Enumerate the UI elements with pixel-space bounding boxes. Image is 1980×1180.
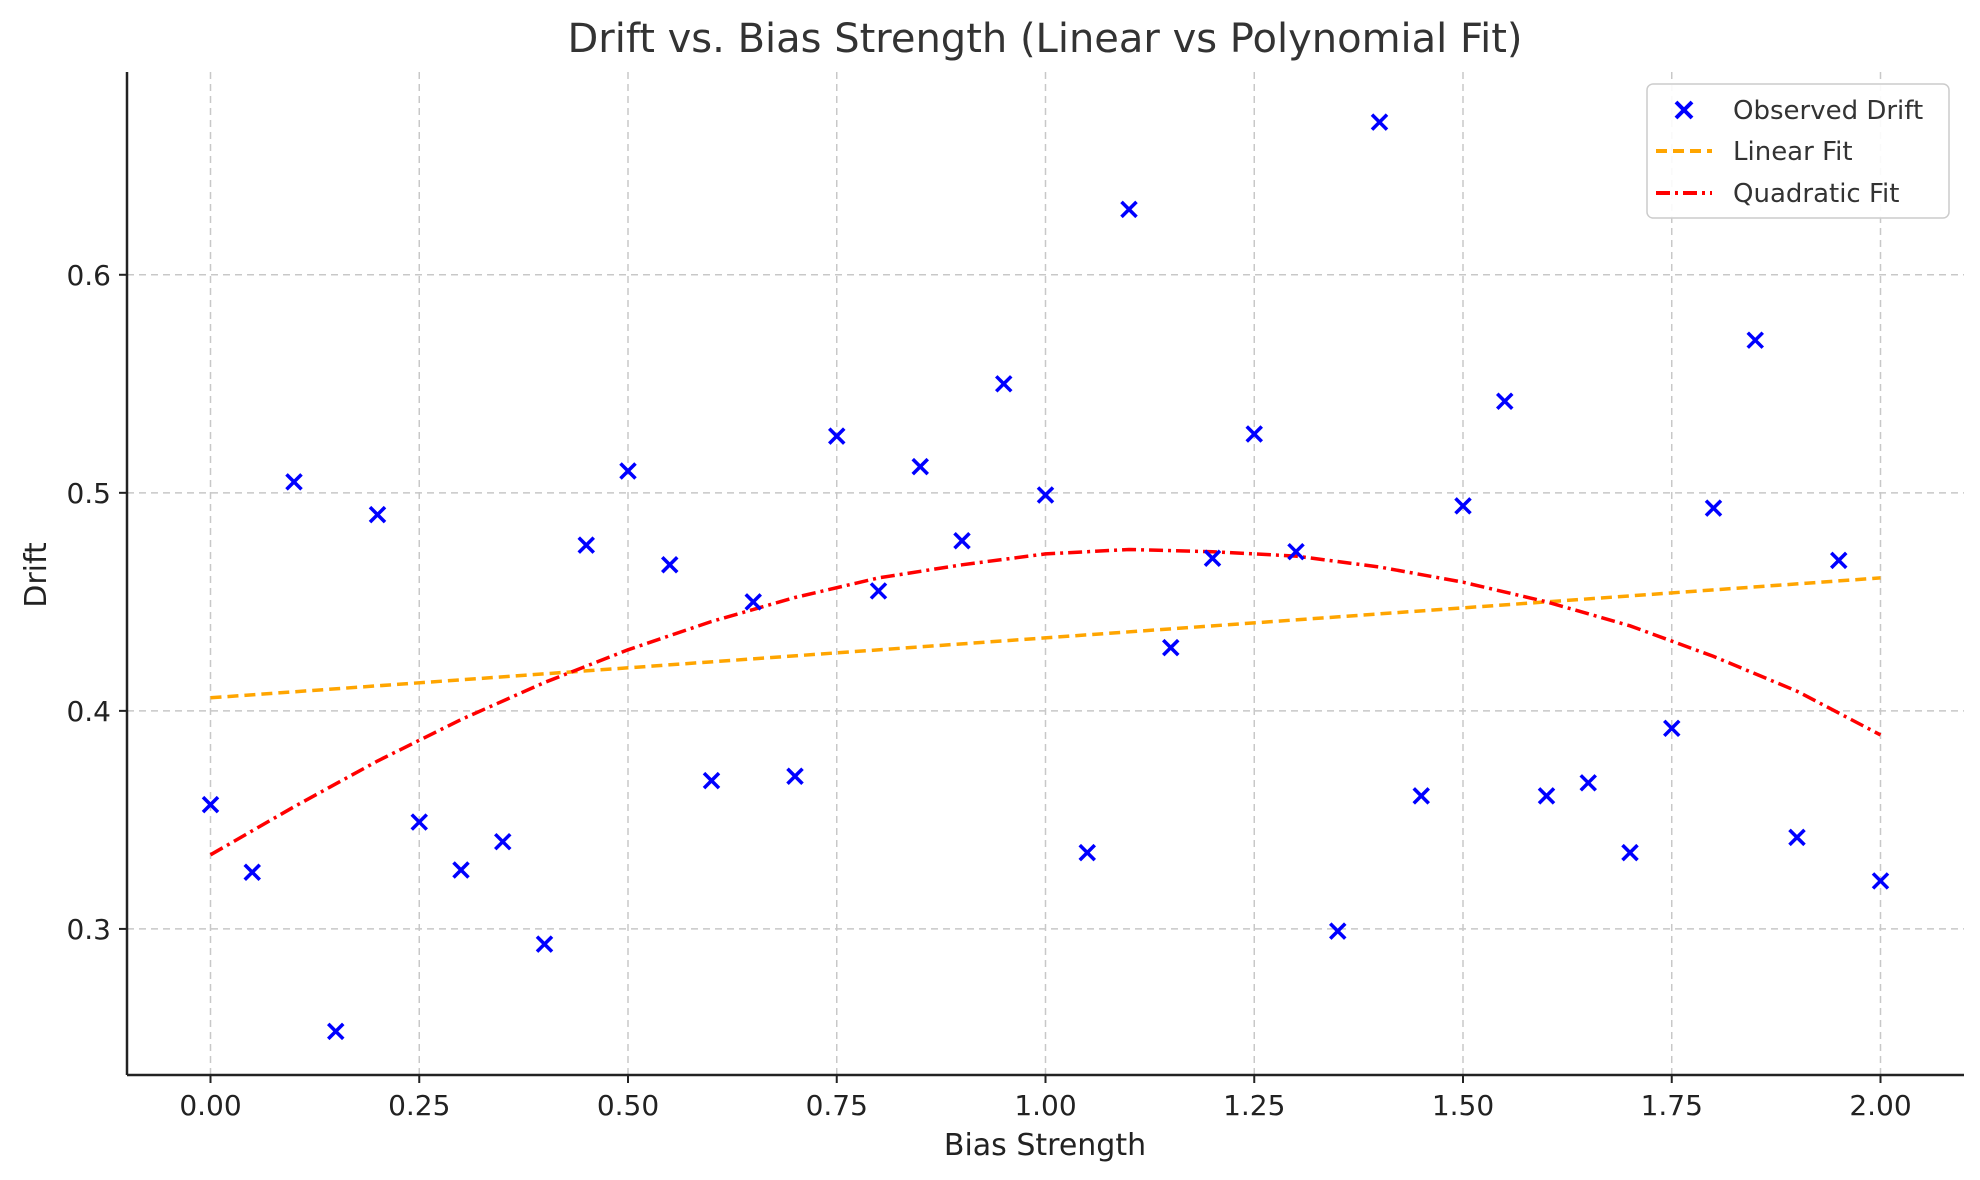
y-axis-label: Drift xyxy=(19,542,54,608)
data-point xyxy=(702,771,721,790)
linear-fit-line xyxy=(210,576,1881,700)
data-point xyxy=(1078,843,1096,862)
data-point xyxy=(1287,542,1305,561)
x-tick-label: 2.00 xyxy=(1849,1089,1911,1122)
data-point xyxy=(1871,872,1890,890)
data-point xyxy=(869,582,888,600)
data-point xyxy=(1245,425,1263,443)
data-point xyxy=(1537,787,1556,805)
quadratic-fit-line xyxy=(209,547,1882,857)
legend-box xyxy=(1646,83,1950,219)
data-point xyxy=(1788,828,1806,847)
data-point xyxy=(1412,787,1430,805)
data-point xyxy=(452,861,470,879)
data-point xyxy=(786,767,804,786)
data-point xyxy=(494,832,512,851)
data-point xyxy=(1496,392,1514,410)
fit-lines xyxy=(209,547,1882,857)
data-points xyxy=(201,113,1890,1041)
chart-title: Drift vs. Bias Strength (Linear vs Polyn… xyxy=(568,16,1523,62)
legend-label-quadratic-fit: Quadratic Fit xyxy=(1733,179,1899,209)
data-point xyxy=(1454,497,1472,515)
x-tick-label: 0.50 xyxy=(597,1089,659,1122)
x-tick-label: 1.50 xyxy=(1432,1089,1494,1122)
data-point xyxy=(911,457,929,476)
legend-label-linear-fit: Linear Fit xyxy=(1733,137,1853,167)
data-point xyxy=(661,556,679,574)
data-point xyxy=(1746,331,1764,349)
data-point xyxy=(1329,922,1347,940)
x-tick-label: 0.00 xyxy=(179,1089,241,1122)
data-point xyxy=(577,536,595,554)
data-point xyxy=(368,505,387,524)
data-point xyxy=(1579,774,1597,792)
x-tick-label: 0.25 xyxy=(388,1089,450,1122)
data-point xyxy=(828,427,846,445)
legend: Observed Drift Linear Fit Quadratic Fit xyxy=(1646,83,1950,219)
data-point xyxy=(285,473,303,491)
data-point xyxy=(1370,113,1389,131)
data-point xyxy=(327,1022,345,1041)
x-tick-label: 1.75 xyxy=(1641,1089,1703,1122)
data-point xyxy=(744,593,762,611)
data-point xyxy=(243,863,261,881)
data-point xyxy=(1203,549,1222,567)
x-axis-label: Bias Strength xyxy=(944,1128,1146,1163)
legend-label-observed-drift: Observed Drift xyxy=(1733,96,1923,126)
y-tick-label: 0.4 xyxy=(66,695,111,728)
data-point xyxy=(1621,843,1639,862)
x-tick-label: 0.75 xyxy=(806,1089,868,1122)
data-point xyxy=(1830,551,1848,570)
data-point xyxy=(201,795,220,814)
ticks: 0.00 0.25 0.50 0.75 1.00 1.25 1.50 1.75 2.00 0.3 0… xyxy=(66,259,1911,1122)
data-point xyxy=(1036,486,1055,504)
data-point xyxy=(1704,499,1723,517)
y-tick-label: 0.6 xyxy=(66,259,111,292)
data-point xyxy=(953,532,971,550)
data-point xyxy=(1663,719,1681,738)
y-tick-label: 0.3 xyxy=(66,913,111,946)
data-point xyxy=(619,462,637,480)
x-tick-label: 1.00 xyxy=(1014,1089,1076,1122)
legend-marker-observed-drift xyxy=(1674,100,1694,120)
data-point xyxy=(410,813,428,831)
data-point xyxy=(535,935,554,953)
y-tick-label: 0.5 xyxy=(66,477,111,510)
data-point xyxy=(995,375,1013,393)
x-tick-label: 1.25 xyxy=(1223,1089,1285,1122)
data-point xyxy=(1162,638,1180,657)
data-point xyxy=(1120,200,1138,219)
